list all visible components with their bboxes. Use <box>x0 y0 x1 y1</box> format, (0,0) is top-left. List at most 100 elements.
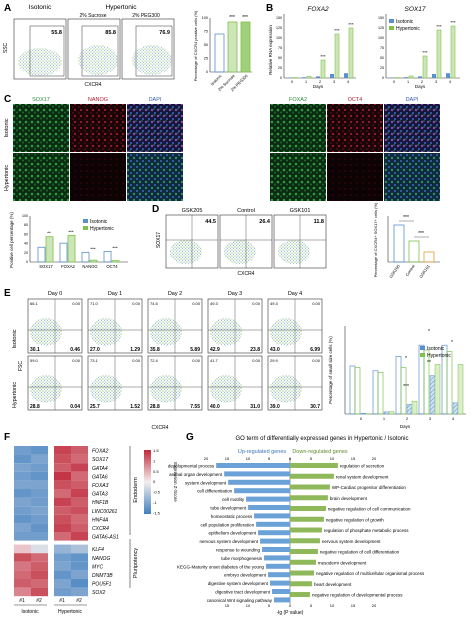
panel-b-legend <box>389 19 394 30</box>
f-gene-3: GATA6 <box>92 474 108 480</box>
c-sig-1: *** <box>68 229 74 234</box>
f-cell-0-2 <box>54 446 71 455</box>
b-right-ytick-6: 150 <box>378 16 384 20</box>
e-q-top-iso-4: 49.3 <box>270 301 279 306</box>
c-img-nanog-iso <box>70 104 126 152</box>
c-legend-hypertonic: Hypertonic <box>90 226 114 232</box>
f-cell-15-1 <box>31 579 48 588</box>
flow-plot-a-sucrose <box>67 18 121 80</box>
g-up-term-9: nervous system development <box>200 539 259 544</box>
panel-b-ticks: 0 0 25 25 50 50 75 75 100 100 125 125 150 150 0 0 1 1 2 2 3 3… <box>276 16 451 84</box>
f-cell-16-1 <box>31 587 48 597</box>
sox17-bar-hyp-1 <box>408 75 414 79</box>
f-group-pluripotency: Pluripotency <box>133 548 139 579</box>
panel-e-bar-chart: ******** <box>344 326 466 415</box>
f-cell-4-2 <box>54 480 71 489</box>
c-channel-dapi-left: DAPI <box>149 97 162 103</box>
foxa2-bar-hyp-2 <box>320 59 326 79</box>
f-cell-7-3 <box>71 506 88 515</box>
f-col-2: #2 <box>36 598 42 604</box>
e-bar-hyp-small-4 <box>457 364 464 415</box>
e-bar-hyp-0 <box>354 367 361 415</box>
f-cell-16-3 <box>71 587 88 597</box>
f-cell-5-0 <box>14 489 31 498</box>
e-xlabel: CXCR4 <box>152 425 169 431</box>
f-gene-2: GATA4 <box>92 466 108 472</box>
c-bar-hyp-1 <box>67 234 76 263</box>
e-cloud-hyp-3 <box>210 375 242 403</box>
f-cell-10-0 <box>14 532 31 541</box>
f-zscore-scale <box>144 450 151 514</box>
c-bar-iso-1 <box>59 242 68 263</box>
foxa2-bar-iso-1 <box>302 77 306 78</box>
panel-b-legend-hypertonic: Hypertonic <box>396 26 420 32</box>
g-bottom-tick-3: 0 <box>289 603 292 608</box>
f-cell-14-1 <box>31 570 48 579</box>
c-ytick-1: 20 <box>24 251 28 255</box>
g-bottom-tick-0: 15 <box>225 603 230 608</box>
g-bottom-tick-2: 5 <box>268 603 271 608</box>
f-cell-13-2 <box>54 561 71 571</box>
sox17-bar-iso-3 <box>432 74 436 78</box>
d-sig-2: *** <box>418 231 424 237</box>
e-q-bl-hyp-3: 40.0 <box>210 404 220 410</box>
b-left-ytick-4: 100 <box>276 36 282 40</box>
foxa2-sig-2: *** <box>320 54 326 59</box>
g-top-tick-8: 20 <box>372 456 377 461</box>
e-q-tr-hyp-2: 0.00 <box>192 358 201 363</box>
f-col-3: #1 <box>59 598 65 604</box>
c-channel-nanog: NANOG <box>88 97 108 103</box>
foxa2-bar-iso-3 <box>330 74 334 78</box>
f-cell-9-2 <box>54 523 71 532</box>
d-cond-gsk205: GSK205 <box>182 208 203 214</box>
f-scale-tick-2: 0.5 <box>153 469 159 474</box>
sox17-sig-2: *** <box>422 50 428 55</box>
g-up-bar-11 <box>264 555 290 561</box>
g-up-bar-13 <box>268 572 290 578</box>
f-gene-4: FOXA3 <box>92 483 109 489</box>
g-down-bar-5 <box>290 516 324 522</box>
e-sig-2: * <box>428 329 430 335</box>
c-bar-hyp-3 <box>111 260 120 263</box>
b-left-xtick-1: 1 <box>305 80 307 84</box>
f-cell-10-1 <box>31 532 48 541</box>
g-up-term-13: embryo development <box>224 573 267 578</box>
foxa2-sig-4: *** <box>348 22 354 27</box>
c-bar-iso-2 <box>81 251 90 263</box>
e-xtick-0: 0 <box>360 416 363 421</box>
e-cloud-hyp-4 <box>270 375 302 403</box>
e-q-bl-hyp-1: 25.7 <box>90 404 100 410</box>
f-cell-8-0 <box>14 514 31 524</box>
d-bar-gsk205 <box>393 224 405 263</box>
f-cell-13-1 <box>31 561 48 571</box>
panel-g-chart: 20 15 10 5 0 5 10 15 20 developmental process anim… <box>168 456 425 608</box>
f-cell-5-3 <box>71 489 88 498</box>
e-bar-iso-0 <box>349 365 356 415</box>
g-up-bar-14 <box>270 580 290 586</box>
panel-a-bar-ylabel: Percentage of CXCR4 positive cells (%) <box>193 10 198 81</box>
e-q-bl-iso-2: 35.8 <box>150 347 160 353</box>
sox17-bar-iso-2 <box>418 76 422 78</box>
b-left-ytick-0: 0 <box>280 76 282 80</box>
g-down-term-6: regulation of phosphate metabolic proces… <box>324 528 409 533</box>
panel-b-ylabel: Relative RNA expression <box>268 25 273 75</box>
c-sig-2: *** <box>90 246 96 251</box>
panel-f-gene-labels: FOXA2 SOX17 GATA4 GATA6 FOXA3 GATA3 HNF1B LINC0… <box>92 449 119 597</box>
e-q-tr-iso-2: 0.00 <box>192 301 201 306</box>
g-bottom-tick-5: 10 <box>330 603 335 608</box>
f-cell-10-2 <box>54 532 71 541</box>
e-q-tr-iso-4: 0.00 <box>312 301 321 306</box>
g-xlabel: -lg (P value) <box>277 610 304 616</box>
f-cell-6-1 <box>31 497 48 507</box>
e-bar-hyp-3 <box>423 349 430 415</box>
c-channel-foxa2: FOXA2 <box>289 97 307 103</box>
e-cloud-iso-0 <box>30 318 62 346</box>
panel-a-sub-sucrose: 2% Sucrose <box>80 13 107 19</box>
g-down-term-2: WP-Cardiac progenitor differentiation <box>332 485 406 490</box>
b-left-ytick-2: 50 <box>278 56 282 60</box>
sox17-bar-hyp-4 <box>450 25 456 79</box>
e-legend-isotonic: Isotonic <box>427 346 445 352</box>
e-q-top-hyp-4: 29.9 <box>270 358 279 363</box>
sig-a-2: *** <box>242 15 248 21</box>
e-legend-hyp-swatch <box>420 353 425 357</box>
